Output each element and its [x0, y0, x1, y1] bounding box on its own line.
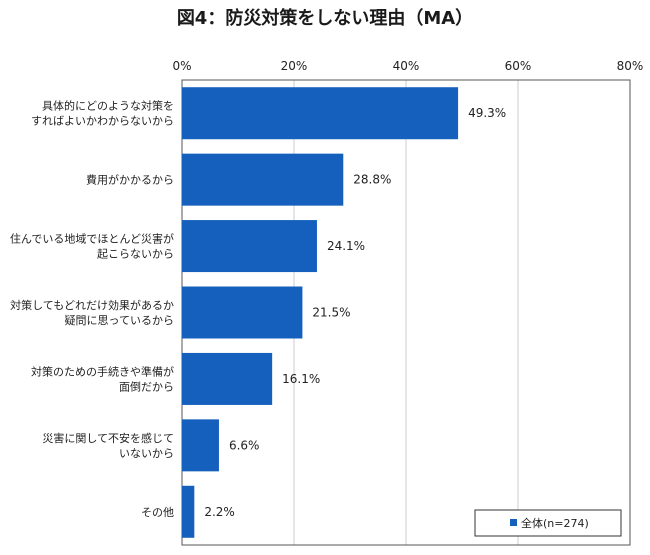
bar: [182, 485, 195, 538]
x-tick-label: 60%: [505, 59, 532, 73]
value-label: 16.1%: [282, 372, 320, 386]
category-label: 災害に関して不安を感じていないから: [42, 431, 174, 460]
category-label: その他: [141, 506, 174, 519]
bars: [182, 87, 459, 538]
bar: [182, 87, 459, 140]
value-label: 24.1%: [327, 239, 365, 253]
x-tick-label: 0%: [172, 59, 191, 73]
category-label: 対策してもどれだけ効果があるか疑問に思っているから: [10, 298, 174, 327]
bar: [182, 419, 219, 472]
bar: [182, 286, 303, 339]
value-label: 6.6%: [229, 438, 260, 452]
chart-title: 図4：防災対策をしない理由（MA）: [177, 7, 473, 29]
category-label: 対策のための手続きや準備が面倒だから: [31, 364, 174, 393]
bar: [182, 352, 273, 405]
legend: 全体(n=274): [474, 509, 622, 537]
category-label: 費用がかかるから: [86, 173, 174, 187]
x-axis-ticks: 0% 20% 40% 60% 80%: [172, 59, 643, 73]
x-tick-label: 20%: [281, 59, 308, 73]
category-labels: 具体的にどのような対策をすればよいかわからないから費用がかかるから住んでいる地域…: [10, 99, 174, 519]
value-label: 49.3%: [468, 106, 506, 120]
category-label: 住んでいる地域でほとんど災害が起こらないから: [10, 232, 174, 261]
legend-label: 全体(n=274): [521, 516, 589, 530]
value-label: 2.2%: [204, 505, 235, 519]
x-tick-label: 80%: [617, 59, 644, 73]
x-tick-label: 40%: [393, 59, 420, 73]
value-label: 21.5%: [312, 306, 350, 320]
legend-swatch: [510, 519, 517, 526]
value-label: 28.8%: [353, 173, 391, 187]
value-labels: 49.3% 28.8% 24.1% 21.5% 16.1% 6.6% 2.2%: [204, 106, 506, 519]
legend-box: [474, 509, 622, 537]
bar: [182, 220, 317, 273]
bar: [182, 153, 344, 206]
category-label: 具体的にどのような対策をすればよいかわからないから: [31, 99, 174, 128]
